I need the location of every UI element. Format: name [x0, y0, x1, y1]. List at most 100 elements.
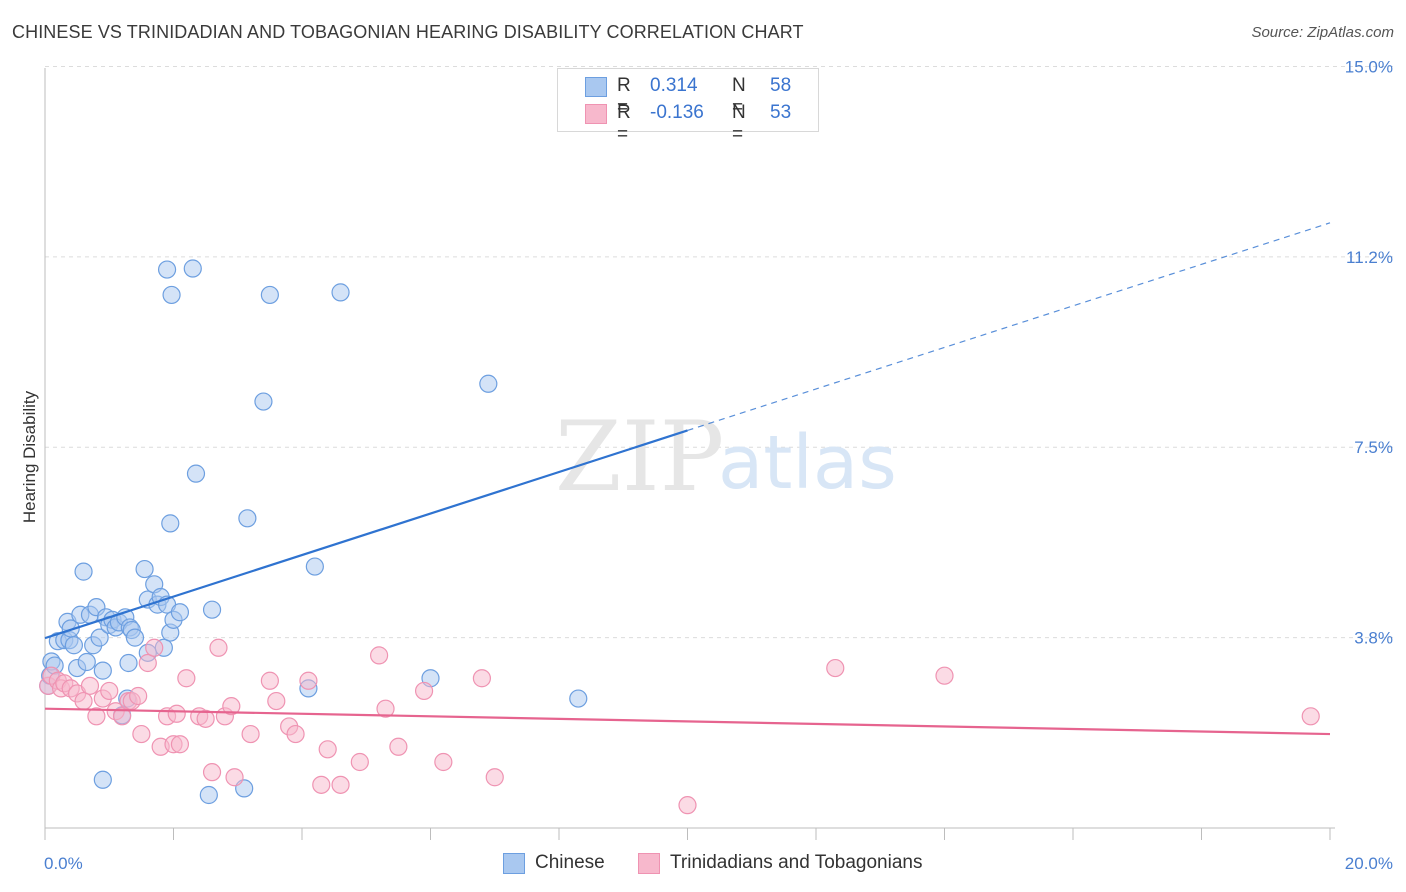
chinese-trend-line	[44, 429, 688, 640]
trend-lines	[44, 222, 1331, 736]
x-tick-label: 0.0%	[44, 854, 83, 873]
watermark-atlas: atlas	[718, 420, 897, 506]
trinidadian-point	[267, 691, 286, 711]
trinidadian-point	[129, 686, 148, 706]
y-axis-title: Hearing Disability	[20, 390, 39, 523]
chinese-trend-extension	[687, 222, 1331, 432]
correlation-legend: R = 0.314 N = 58 R = -0.136 N = 53	[557, 68, 819, 145]
legend-swatch-chinese	[503, 853, 525, 874]
y-tick-labels: 3.8% 7.5% 11.2% 15.0%	[1345, 57, 1393, 647]
trinidadian-point	[132, 724, 151, 744]
chart-title: CHINESE VS TRINIDADIAN AND TOBAGONIAN HE…	[12, 22, 804, 42]
chinese-point	[90, 628, 109, 647]
chinese-point	[479, 374, 498, 393]
trinidadian-point	[177, 669, 196, 688]
trinidadian-points	[39, 638, 1320, 815]
trinidadian-point	[414, 681, 434, 701]
legend-label-chinese: Chinese	[535, 852, 605, 873]
trinidadian-point	[350, 752, 369, 772]
chinese-point	[305, 557, 324, 576]
chinese-point	[199, 785, 218, 805]
trinidadian-point	[331, 775, 350, 794]
chinese-point	[170, 603, 190, 622]
trinidadian-point	[389, 737, 408, 756]
trinidadian-point	[196, 709, 215, 728]
trinidadian-point	[434, 752, 453, 772]
trinidadian-point	[209, 638, 228, 657]
legend-r-label: R =	[617, 75, 631, 118]
trinidadian-point	[370, 646, 389, 665]
trinidadian-point	[286, 724, 305, 744]
trinidadian-point	[299, 671, 318, 690]
gridlines	[45, 65, 1395, 639]
x-tick-marks	[44, 828, 1331, 840]
chinese-point	[569, 689, 588, 708]
x-tick-labels: 0.0% 20.0%	[44, 854, 1393, 873]
trinidadian-point	[241, 724, 260, 744]
trinidadian-point	[312, 775, 331, 794]
chinese-point	[254, 392, 273, 411]
legend-r-value: 0.314	[650, 75, 698, 96]
series-legend: Chinese Trinidadians and Tobagonians	[0, 851, 1406, 879]
chinese-point	[161, 514, 180, 533]
y-tick-label: 7.5%	[1354, 438, 1393, 457]
legend-n-label: N =	[732, 102, 746, 145]
chinese-point	[125, 628, 145, 647]
legend-n-label: N =	[732, 75, 746, 118]
trinidadian-point	[678, 796, 697, 815]
trinidadian-point	[376, 699, 395, 718]
axes	[44, 68, 1335, 829]
legend-r-label: R =	[617, 102, 631, 145]
trinidadian-point	[87, 707, 106, 726]
legend-n-value: 53	[770, 102, 792, 123]
chinese-point	[74, 562, 93, 581]
y-tick-label: 11.2%	[1346, 248, 1393, 267]
trinidadian-point	[826, 658, 845, 678]
trinidadian-point	[112, 707, 132, 726]
trinidadian-point	[472, 669, 491, 688]
trinidadian-point	[202, 763, 222, 782]
trinidadian-point	[225, 768, 244, 787]
trinidadian-point	[170, 735, 190, 754]
legend-r-value: -0.136	[650, 102, 704, 123]
trinidadian-point	[145, 638, 164, 657]
trinidadian-point	[260, 671, 279, 690]
chinese-point	[183, 259, 202, 278]
trinidadian-point	[318, 740, 337, 759]
y-tick-label: 15.0%	[1345, 57, 1393, 76]
chinese-point	[93, 770, 112, 789]
chinese-point	[162, 285, 181, 305]
source-credit: Source: ZipAtlas.com	[1251, 24, 1394, 41]
trinidadian-point	[1301, 707, 1320, 726]
watermark: ZIP atlas	[555, 401, 897, 513]
chinese-point	[77, 652, 96, 672]
chinese-point	[202, 600, 222, 619]
trinidadian-point	[167, 704, 186, 723]
trinidadian-point	[935, 666, 954, 685]
trinidadian-point	[138, 653, 157, 673]
chinese-point	[186, 464, 206, 483]
legend-swatch-chinese	[585, 77, 607, 97]
chinese-point	[93, 661, 112, 680]
x-tick-label: 20.0%	[1345, 854, 1393, 873]
chinese-point	[260, 285, 279, 305]
trinidadian-point	[74, 691, 93, 711]
trinidadian-point	[80, 676, 100, 695]
trinidadian-point	[485, 768, 504, 787]
y-tick-label: 3.8%	[1354, 629, 1393, 648]
legend-swatch-trinidadian	[585, 104, 607, 124]
trinidadian-trend-line	[44, 707, 1331, 736]
legend-n-value: 58	[770, 75, 792, 96]
chinese-point	[157, 260, 177, 279]
chinese-point	[331, 283, 350, 302]
chinese-point	[119, 653, 138, 673]
trinidadian-point	[222, 697, 241, 716]
chinese-point	[135, 559, 154, 579]
chinese-point	[238, 509, 257, 528]
trinidadian-point	[100, 681, 119, 701]
watermark-zip: ZIP	[555, 401, 724, 513]
legend-label-trinidadian: Trinidadians and Tobagonians	[670, 852, 923, 873]
chinese-point	[64, 636, 84, 655]
legend-swatch-trinidadian	[638, 853, 660, 874]
